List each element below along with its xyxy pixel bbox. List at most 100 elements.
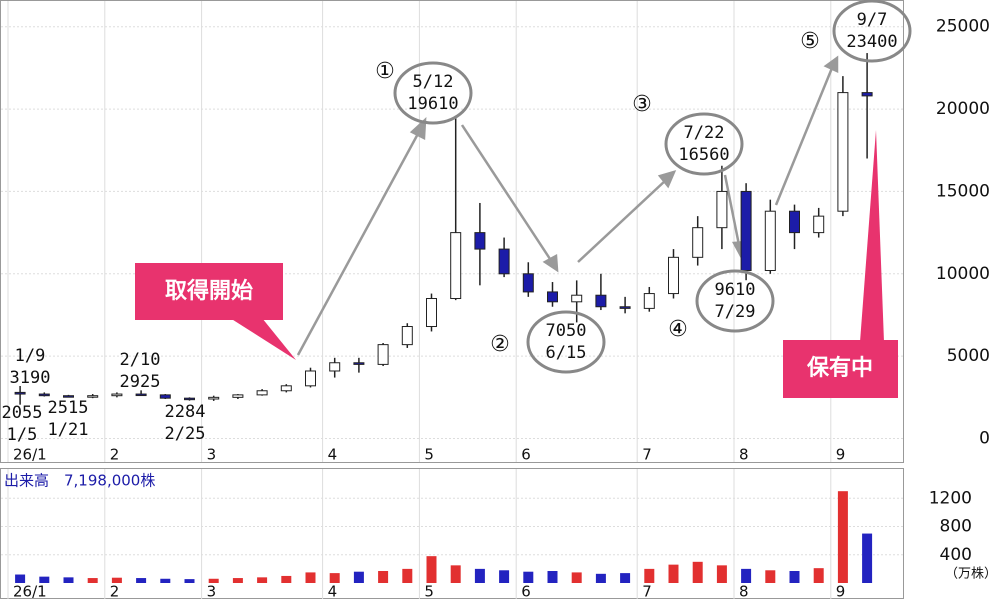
x-tick-label: 8 xyxy=(739,446,749,464)
arrow xyxy=(460,124,554,263)
volume-bar xyxy=(789,570,800,583)
candle-body xyxy=(87,395,99,398)
arrow xyxy=(723,174,741,246)
arrow xyxy=(577,179,667,263)
y-tick-label: 15000 xyxy=(936,181,990,201)
volume-title: 出来高 7,198,000株 xyxy=(4,472,155,490)
volume-bar xyxy=(160,578,171,583)
candle-body xyxy=(426,298,437,328)
arrow-head xyxy=(409,116,427,140)
candle-body xyxy=(184,397,195,401)
arrow-head xyxy=(542,253,559,273)
candle-body xyxy=(837,92,849,212)
volume-bar xyxy=(813,568,824,583)
volume-bar xyxy=(474,568,485,583)
candle-body xyxy=(619,306,631,309)
volume-bar xyxy=(329,573,340,583)
annotation-text: 3190 xyxy=(10,368,51,388)
annotation-text: 16560 xyxy=(678,145,729,165)
annotation-circle xyxy=(393,61,473,125)
x-tick-label: 7 xyxy=(642,583,652,601)
volume-bar xyxy=(837,491,848,583)
volume-bar xyxy=(571,572,582,583)
volume-bar xyxy=(523,571,534,583)
annotation-text: 2284 xyxy=(165,402,206,422)
y-tick-label: 25000 xyxy=(936,17,990,37)
annotation-text: 1/21 xyxy=(48,420,89,440)
callout-start: 取得開始 xyxy=(135,263,296,360)
x-tick-label: 8 xyxy=(739,583,749,601)
y-tick-label: 0 xyxy=(979,429,990,449)
x-tick-label: 3 xyxy=(207,583,217,601)
volume-bar xyxy=(692,561,703,583)
annotation-text: 6/15 xyxy=(546,343,587,363)
candle-body xyxy=(547,291,558,303)
candle-body xyxy=(14,391,26,395)
candle-body xyxy=(813,215,825,234)
y-tick-label: 400 xyxy=(940,545,972,565)
candle-body xyxy=(643,293,655,309)
annotation-text: 2925 xyxy=(120,372,161,392)
candle-body xyxy=(450,232,462,300)
volume-bar xyxy=(111,577,122,583)
candle-body xyxy=(159,394,171,399)
candle-body xyxy=(498,248,510,275)
volume-bar xyxy=(87,578,98,583)
annotation-marker: ⑤ xyxy=(800,29,820,54)
y-tick-label: 20000 xyxy=(936,99,990,119)
volume-bar xyxy=(184,579,195,583)
annotation-circle xyxy=(526,310,606,374)
volume-bar xyxy=(353,571,364,583)
annotation-text: 7050 xyxy=(546,321,587,341)
volume-bar xyxy=(547,570,558,583)
annotation-text: 2/10 xyxy=(120,350,161,370)
annotation-text: 7/22 xyxy=(684,123,725,143)
volume-bar xyxy=(450,565,461,583)
x-tick-label: 9 xyxy=(836,446,846,464)
annotation-circle xyxy=(664,112,744,176)
candle-body xyxy=(692,227,704,258)
callout-pointer xyxy=(230,318,296,360)
annotation-circle xyxy=(832,0,912,63)
candle-body xyxy=(329,362,341,372)
candle-body xyxy=(401,326,413,346)
annotation-text: 9/7 xyxy=(857,10,888,30)
x-tick-label: 3 xyxy=(207,446,217,464)
candle-body xyxy=(256,390,268,396)
y-tick-label: 1200 xyxy=(929,488,972,508)
y-tick-label: 5000 xyxy=(947,346,990,366)
volume-bar xyxy=(305,572,316,583)
annotation-text: 19610 xyxy=(407,94,458,114)
volume-bar xyxy=(281,575,292,583)
x-tick-label: 26/1 xyxy=(13,446,47,464)
arrow xyxy=(296,129,422,356)
volume-bar xyxy=(232,578,243,583)
candle-body xyxy=(861,92,873,97)
annotation-text: 23400 xyxy=(846,32,897,52)
candle-body xyxy=(305,370,316,387)
volume-bar xyxy=(499,570,510,583)
arrows xyxy=(296,55,839,356)
candle-body xyxy=(740,190,752,272)
annotation-text: 9610 xyxy=(715,280,756,300)
candle-body xyxy=(63,395,74,398)
candle-body xyxy=(716,190,728,229)
x-tick-label: 5 xyxy=(424,583,434,601)
candle-body xyxy=(789,210,800,234)
arrow-head xyxy=(823,55,839,73)
candle-body xyxy=(111,393,123,397)
x-tick-label: 26/1 xyxy=(13,583,47,601)
candle-body xyxy=(38,393,50,397)
volume-bar xyxy=(208,578,219,583)
annotation-marker: ② xyxy=(490,332,510,357)
annotation-text: 2515 xyxy=(48,398,89,418)
annotation-text: 5/12 xyxy=(413,72,454,92)
annotation-circle xyxy=(695,269,775,333)
volume-bar xyxy=(620,573,631,583)
callout-box xyxy=(135,263,283,320)
volume-bar xyxy=(862,533,873,583)
callout-text: 保有中 xyxy=(806,355,873,381)
annotation-text: 7/29 xyxy=(715,302,756,322)
candle-body xyxy=(668,256,679,295)
